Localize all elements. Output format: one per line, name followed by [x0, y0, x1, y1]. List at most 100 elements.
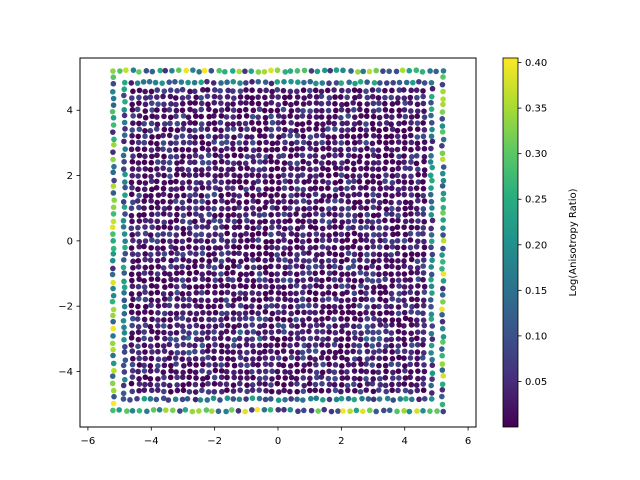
scatter-point — [212, 165, 219, 172]
scatter-point — [173, 101, 179, 108]
scatter-point — [180, 296, 187, 303]
scatter-point — [179, 146, 186, 153]
scatter-point — [306, 316, 312, 322]
scatter-point — [439, 252, 445, 258]
scatter-point — [326, 329, 332, 335]
scatter-point — [135, 264, 142, 270]
scatter-point — [250, 147, 257, 154]
scatter-point — [180, 350, 187, 356]
x-tick-label: 2 — [338, 436, 344, 447]
scatter-point — [376, 271, 382, 278]
scatter-point — [357, 257, 363, 263]
scatter-point — [383, 185, 390, 191]
scatter-point — [224, 126, 231, 133]
scatter-point — [383, 80, 390, 86]
scatter-point — [230, 212, 237, 218]
scatter-point — [332, 375, 338, 382]
scatter-point — [369, 343, 376, 349]
scatter-point — [408, 154, 415, 160]
scatter-point — [345, 387, 351, 394]
scatter-point — [331, 218, 338, 224]
scatter-point — [326, 323, 332, 330]
scatter-point — [249, 309, 255, 316]
scatter-point — [357, 316, 364, 323]
scatter-point — [287, 336, 294, 342]
scatter-point — [370, 369, 376, 375]
scatter-point — [136, 381, 143, 387]
scatter-point — [351, 277, 358, 284]
scatter-point — [230, 258, 237, 265]
scatter-point — [439, 306, 445, 313]
scatter-point — [167, 282, 174, 289]
scatter-point — [187, 106, 193, 113]
scatter-point — [420, 302, 427, 309]
scatter-point — [345, 303, 352, 310]
scatter-point — [313, 317, 319, 323]
scatter-point — [236, 199, 242, 206]
scatter-point — [402, 100, 408, 106]
scatter-point — [338, 316, 344, 322]
scatter-point — [332, 387, 339, 394]
scatter-point — [300, 198, 307, 204]
scatter-point — [287, 153, 294, 159]
scatter-point — [136, 238, 143, 245]
scatter-point — [129, 107, 136, 113]
scatter-point — [319, 316, 325, 322]
scatter-point — [325, 342, 331, 349]
scatter-point — [407, 199, 414, 206]
scatter-point — [344, 133, 351, 139]
scatter-point — [263, 126, 270, 132]
scatter-point — [326, 95, 333, 101]
scatter-point — [394, 244, 401, 251]
scatter-point — [211, 303, 217, 310]
scatter-point — [434, 408, 440, 414]
scatter-point — [376, 232, 382, 238]
scatter-point — [307, 166, 313, 173]
scatter-point — [243, 244, 250, 250]
scatter-point — [344, 140, 351, 146]
scatter-point — [224, 343, 231, 350]
scatter-point — [262, 396, 269, 403]
scatter-point — [326, 381, 333, 388]
scatter-point — [162, 407, 169, 413]
scatter-point — [306, 93, 313, 100]
scatter-point — [386, 68, 392, 75]
scatter-point — [135, 139, 142, 146]
scatter-point — [350, 309, 357, 316]
scatter-point — [287, 225, 294, 231]
scatter-point — [243, 186, 249, 193]
scatter-point — [300, 107, 306, 114]
scatter-point — [288, 120, 294, 126]
scatter-point — [147, 94, 154, 100]
scatter-point — [281, 335, 288, 342]
scatter-point — [211, 388, 218, 395]
scatter-point — [401, 173, 407, 180]
scatter-point — [167, 317, 174, 323]
scatter-point — [429, 290, 435, 296]
scatter-point — [413, 67, 420, 74]
scatter-point — [389, 217, 396, 224]
scatter-point — [179, 86, 186, 93]
scatter-point — [206, 323, 212, 329]
scatter-point — [269, 88, 275, 95]
scatter-point — [333, 283, 339, 290]
scatter-point — [179, 396, 186, 403]
scatter-point — [307, 395, 314, 402]
scatter-point — [274, 192, 280, 198]
scatter-point — [440, 278, 447, 284]
scatter-point — [236, 322, 243, 329]
scatter-point — [244, 369, 250, 375]
scatter-point — [149, 134, 155, 140]
scatter-point — [154, 387, 161, 393]
scatter-point — [319, 237, 326, 244]
scatter-point — [210, 80, 217, 86]
scatter-point — [428, 244, 434, 251]
scatter-point — [358, 289, 364, 296]
scatter-point — [389, 257, 395, 264]
scatter-point — [345, 198, 352, 205]
scatter-point — [120, 317, 127, 324]
scatter-point — [212, 146, 218, 152]
scatter-point — [363, 172, 369, 178]
scatter-point — [129, 388, 136, 395]
scatter-point — [389, 101, 396, 107]
